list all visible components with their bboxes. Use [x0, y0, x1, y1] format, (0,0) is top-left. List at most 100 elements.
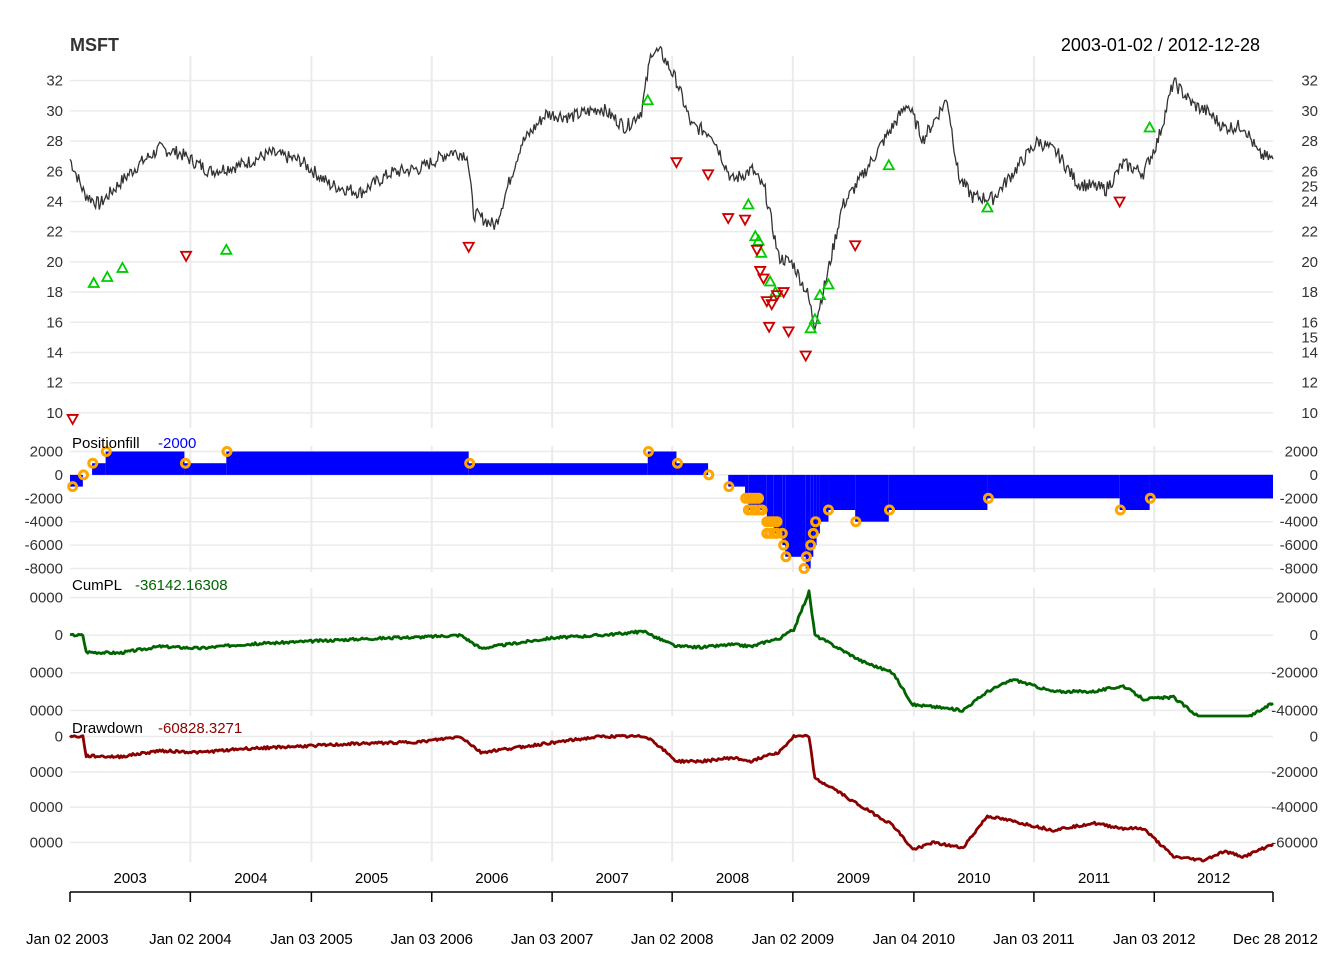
y-tick-label-right: 12	[1301, 375, 1318, 392]
y-tick-label-right: -2000	[1280, 490, 1318, 507]
buy-signal-marker	[804, 321, 818, 334]
drawdown-line	[69, 733, 1275, 863]
y-tick-label-right: -60000	[1271, 835, 1318, 852]
y-tick-label-right: -40000	[1271, 799, 1318, 816]
date-tick-label: Jan 03 2006	[390, 931, 473, 948]
fill-marker	[798, 562, 810, 574]
y-tick-label-left: -2000	[25, 490, 63, 507]
y-tick-label-left: 2000	[30, 444, 63, 461]
y-tick-label-right: 20000	[1276, 590, 1318, 607]
sell-signal-marker	[66, 414, 80, 426]
y-tick-label-right: 2000	[1285, 444, 1318, 461]
sell-signal-marker	[701, 169, 715, 182]
fill-marker	[805, 539, 817, 551]
position-bar	[647, 451, 677, 475]
y-tick-label-left: 0	[55, 467, 63, 484]
y-tick-label-left: 26	[46, 163, 63, 180]
fill-marker	[723, 481, 735, 493]
year-label: 2003	[113, 870, 146, 887]
fill-marker	[756, 504, 768, 516]
position-bar	[773, 474, 783, 534]
y-tick-label-left: 0000	[30, 665, 63, 682]
fill-marker	[807, 527, 819, 539]
price-line	[69, 45, 1274, 331]
sell-signal-marker	[738, 214, 752, 227]
y-tick-label-right: -20000	[1271, 764, 1318, 781]
position-bar	[105, 451, 185, 475]
buy-signal-marker	[808, 312, 822, 325]
sell-signal-marker	[1113, 196, 1127, 209]
date-tick-label: Jan 02 2009	[752, 931, 835, 948]
position-bar	[855, 474, 889, 522]
position-bar	[676, 463, 709, 475]
position-bar	[785, 474, 806, 557]
y-tick-label-left: 20	[46, 254, 63, 271]
fill-marker	[464, 457, 476, 469]
fill-marker	[810, 516, 822, 528]
y-tick-label-left: -4000	[25, 514, 63, 531]
sell-signal-marker	[799, 350, 813, 363]
cumpl-panel-label: CumPL	[72, 577, 122, 594]
year-label: 2004	[234, 870, 267, 887]
y-tick-label-right: 15	[1301, 329, 1318, 346]
drawdown-panel-label: Drawdown	[72, 720, 143, 737]
fill-marker	[100, 446, 112, 458]
date-tick-label: Jan 02 2004	[149, 931, 232, 948]
year-label: 2006	[475, 870, 508, 887]
date-tick-label: Jan 03 2012	[1113, 931, 1196, 948]
buy-signal-marker	[763, 274, 777, 287]
y-tick-label-left: 32	[46, 73, 63, 90]
sell-signal-marker	[462, 241, 476, 254]
year-label: 2012	[1197, 870, 1230, 887]
y-tick-label-left: 16	[46, 314, 63, 331]
fill-marker	[800, 551, 812, 563]
y-tick-label-right: -40000	[1271, 702, 1318, 719]
y-tick-label-left: 30	[46, 103, 63, 120]
y-tick-label-right: 25	[1301, 178, 1318, 195]
fill-marker	[780, 551, 792, 563]
position-panel-value: -2000	[158, 435, 196, 452]
fill-marker	[771, 516, 783, 528]
y-tick-label-right: -4000	[1280, 514, 1318, 531]
buy-signal-marker	[87, 276, 101, 288]
y-tick-label-left: 14	[46, 344, 63, 361]
date-tick-label: Jan 02 2003	[26, 931, 109, 948]
position-bar	[468, 463, 648, 475]
position-bar	[805, 474, 811, 569]
position-bar	[810, 474, 814, 557]
fill-marker	[776, 527, 788, 539]
y-tick-label-left: -6000	[25, 537, 63, 554]
fill-marker	[982, 492, 994, 504]
y-tick-label-left: 0000	[30, 835, 63, 852]
year-label: 2010	[957, 870, 990, 887]
date-tick-label: Jan 02 2008	[631, 931, 714, 948]
fill-marker	[87, 457, 99, 469]
buy-signal-marker	[1143, 120, 1157, 133]
sell-signal-marker	[777, 287, 791, 299]
fill-marker	[703, 469, 715, 481]
position-bar	[888, 474, 988, 510]
buy-signal-marker	[641, 93, 655, 106]
date-tick-label: Jan 03 2007	[511, 931, 594, 948]
y-tick-label-right: 22	[1301, 224, 1318, 241]
y-tick-label-right: 32	[1301, 73, 1318, 90]
grid-layer	[70, 56, 1273, 862]
y-tick-label-left: 0	[55, 627, 63, 644]
sell-signal-marker	[753, 266, 767, 278]
fill-marker	[771, 527, 783, 539]
y-tick-label-left: 22	[46, 224, 63, 241]
fill-marker	[78, 469, 90, 481]
y-tick-label-left: 0000	[30, 764, 63, 781]
buy-signal-marker	[100, 270, 114, 282]
position-bar	[745, 474, 749, 499]
sell-signal-marker	[756, 273, 771, 286]
fill-layer	[70, 451, 1273, 569]
position-bar	[70, 474, 83, 487]
sell-signal-marker	[762, 321, 776, 334]
position-bar	[1119, 474, 1150, 510]
y-tick-label-left: 0	[55, 729, 63, 746]
sell-signal-marker	[848, 240, 862, 253]
drawdown-panel-value: -60828.3271	[158, 720, 242, 737]
y-tick-label-right: 24	[1301, 193, 1318, 210]
fill-marker	[1144, 492, 1156, 504]
